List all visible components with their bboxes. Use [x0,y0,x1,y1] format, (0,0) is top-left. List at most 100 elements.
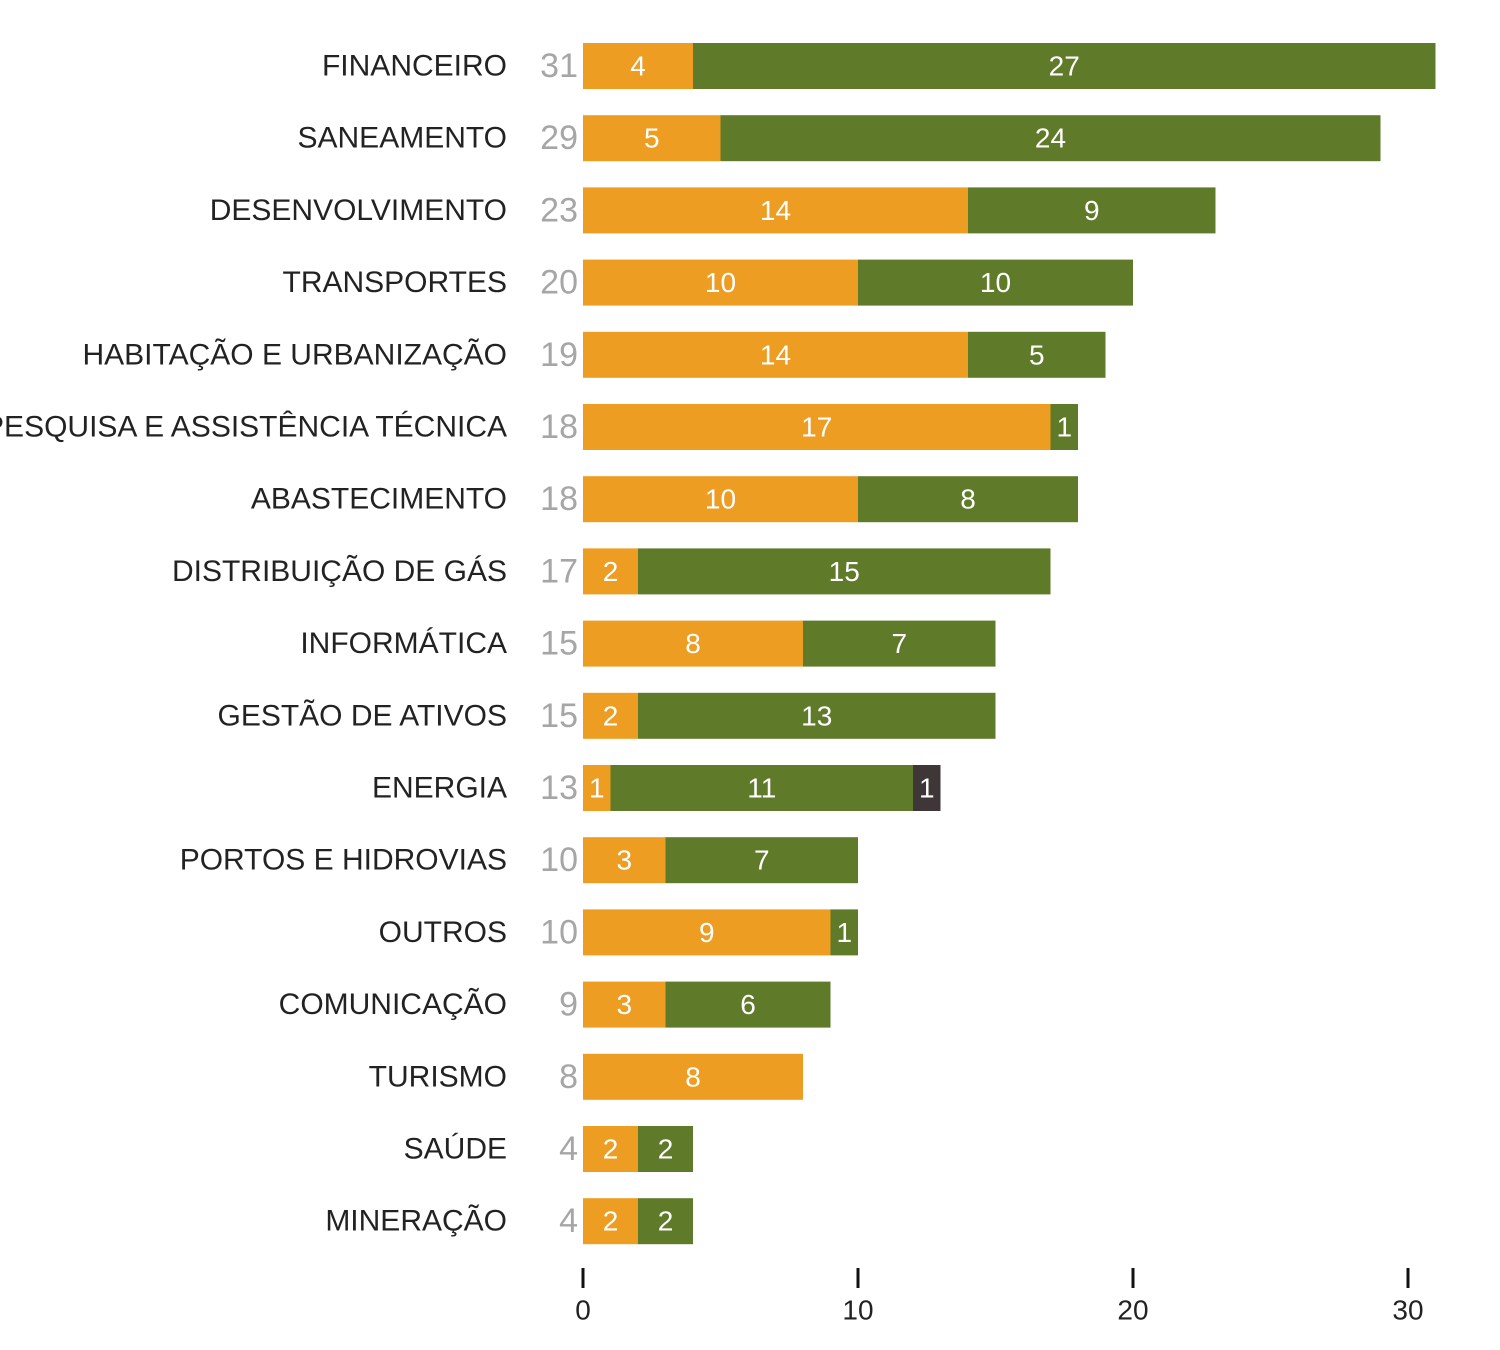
bar-segment-series-1 [583,404,1051,450]
segment-value-label: 10 [705,267,736,298]
bar-segment-series-1 [583,837,666,884]
bar-segment-series-2 [830,909,858,956]
bar-segment-series-2 [638,1126,693,1172]
category-label: ENERGIA [372,772,507,805]
segment-value-label: 1 [836,917,852,948]
total-label: 29 [540,119,578,157]
bar-segment-series-2 [638,692,996,739]
total-label: 15 [540,697,578,735]
bar-segment-series-1 [583,43,693,89]
bar-segment-series-1 [583,1053,803,1100]
bar-segment-series-2 [693,43,1436,89]
total-label: 20 [540,264,578,302]
bar-segment-series-1 [583,981,666,1028]
category-label: DESENVOLVIMENTO [210,194,507,227]
total-label: 23 [540,191,578,229]
total-label: 4 [559,1130,578,1168]
category-label: SAÚDE [404,1133,507,1166]
segment-value-label: 7 [891,628,907,659]
bar-segment-series-2 [665,981,831,1028]
category-label: FINANCEIRO [322,50,507,83]
total-label: 18 [540,480,578,518]
category-label: GESTÃO DE ATIVOS [217,698,507,732]
bar-segment-series-1 [583,909,831,956]
x-tick-label: 10 [842,1295,873,1326]
segment-value-label: 1 [589,773,605,804]
bar-segment-series-1 [583,115,721,162]
segment-value-label: 2 [658,1206,674,1237]
total-label: 10 [540,841,578,879]
segment-value-label: 8 [960,484,976,515]
segment-value-label: 1 [919,773,935,804]
x-tick-label: 30 [1392,1295,1423,1326]
bar-segment-series-1 [583,331,968,378]
total-label: 31 [540,47,578,85]
category-label: MINERAÇÃO [325,1204,507,1238]
bar-segment-series-1 [583,692,638,739]
segment-value-label: 15 [829,556,860,587]
bar-segment-series-1 [583,548,638,595]
total-label: 18 [540,408,578,446]
bar-segment-series-1 [583,1126,638,1172]
bar-segment-series-2 [968,187,1216,234]
total-label: 13 [540,769,578,807]
segment-value-label: 5 [644,123,660,154]
total-label: 15 [540,625,578,663]
total-label: 10 [540,913,578,951]
segment-value-label: 24 [1035,123,1066,154]
segment-value-label: 9 [1084,195,1100,226]
category-label: COMUNICAÇÃO [279,987,507,1021]
segment-value-label: 2 [603,700,619,731]
segment-value-label: 9 [699,917,715,948]
segment-value-label: 7 [754,845,770,876]
category-label: INFORMÁTICA [300,627,507,660]
bar-segment-series-1 [583,476,858,523]
segment-value-label: 2 [603,556,619,587]
bar-segment-series-2 [720,115,1381,162]
total-label: 17 [540,552,578,590]
total-label: 19 [540,336,578,374]
segment-value-label: 2 [658,1134,674,1165]
bar-segment-series-3 [913,765,941,811]
bar-segment-series-1 [583,1198,638,1245]
segment-value-label: 14 [760,339,791,370]
category-label: HABITAÇÃO E URBANIZAÇÃO [82,337,507,371]
segment-value-label: 3 [616,845,632,876]
category-label: PESQUISA E ASSISTÊNCIA TÉCNICA [0,411,507,444]
bar-segment-series-2 [858,259,1133,306]
segment-value-label: 11 [747,773,776,804]
bar-segment-series-2 [803,620,996,667]
segment-value-label: 27 [1049,51,1080,82]
category-label: PORTOS E HIDROVIAS [180,844,507,877]
segment-value-label: 10 [705,484,736,515]
category-label: DISTRIBUIÇÃO DE GÁS [172,554,507,588]
x-axis: 0 10 20 30 [575,1268,1424,1326]
x-tick-label: 20 [1117,1295,1148,1326]
segment-value-label: 4 [630,51,646,82]
bar-segment-series-1 [583,259,858,306]
segment-value-label: 6 [740,989,756,1020]
category-label: OUTROS [379,916,507,949]
bar-segment-series-2 [968,331,1106,378]
segment-value-label: 2 [603,1134,619,1165]
segment-value-label: 1 [1056,412,1072,443]
segment-value-label: 5 [1029,339,1045,370]
segment-value-label: 10 [980,267,1011,298]
bar-segment-series-2 [1050,404,1078,450]
bar-segment-series-2 [638,548,1051,595]
total-label: 8 [559,1058,578,1096]
bar-segment-series-1 [583,620,803,667]
category-label: ABASTECIMENTO [251,483,507,516]
bar-segment-series-2 [665,837,858,884]
category-label: TURISMO [369,1060,507,1093]
total-label: 9 [559,986,578,1024]
bar-segment-series-2 [638,1198,693,1245]
segment-value-label: 3 [616,989,632,1020]
segment-value-label: 17 [801,412,832,443]
bar-segment-series-1 [583,187,968,234]
segment-value-label: 8 [685,1061,701,1092]
bar-segment-series-1 [583,765,611,811]
bar-segment-series-2 [858,476,1078,523]
